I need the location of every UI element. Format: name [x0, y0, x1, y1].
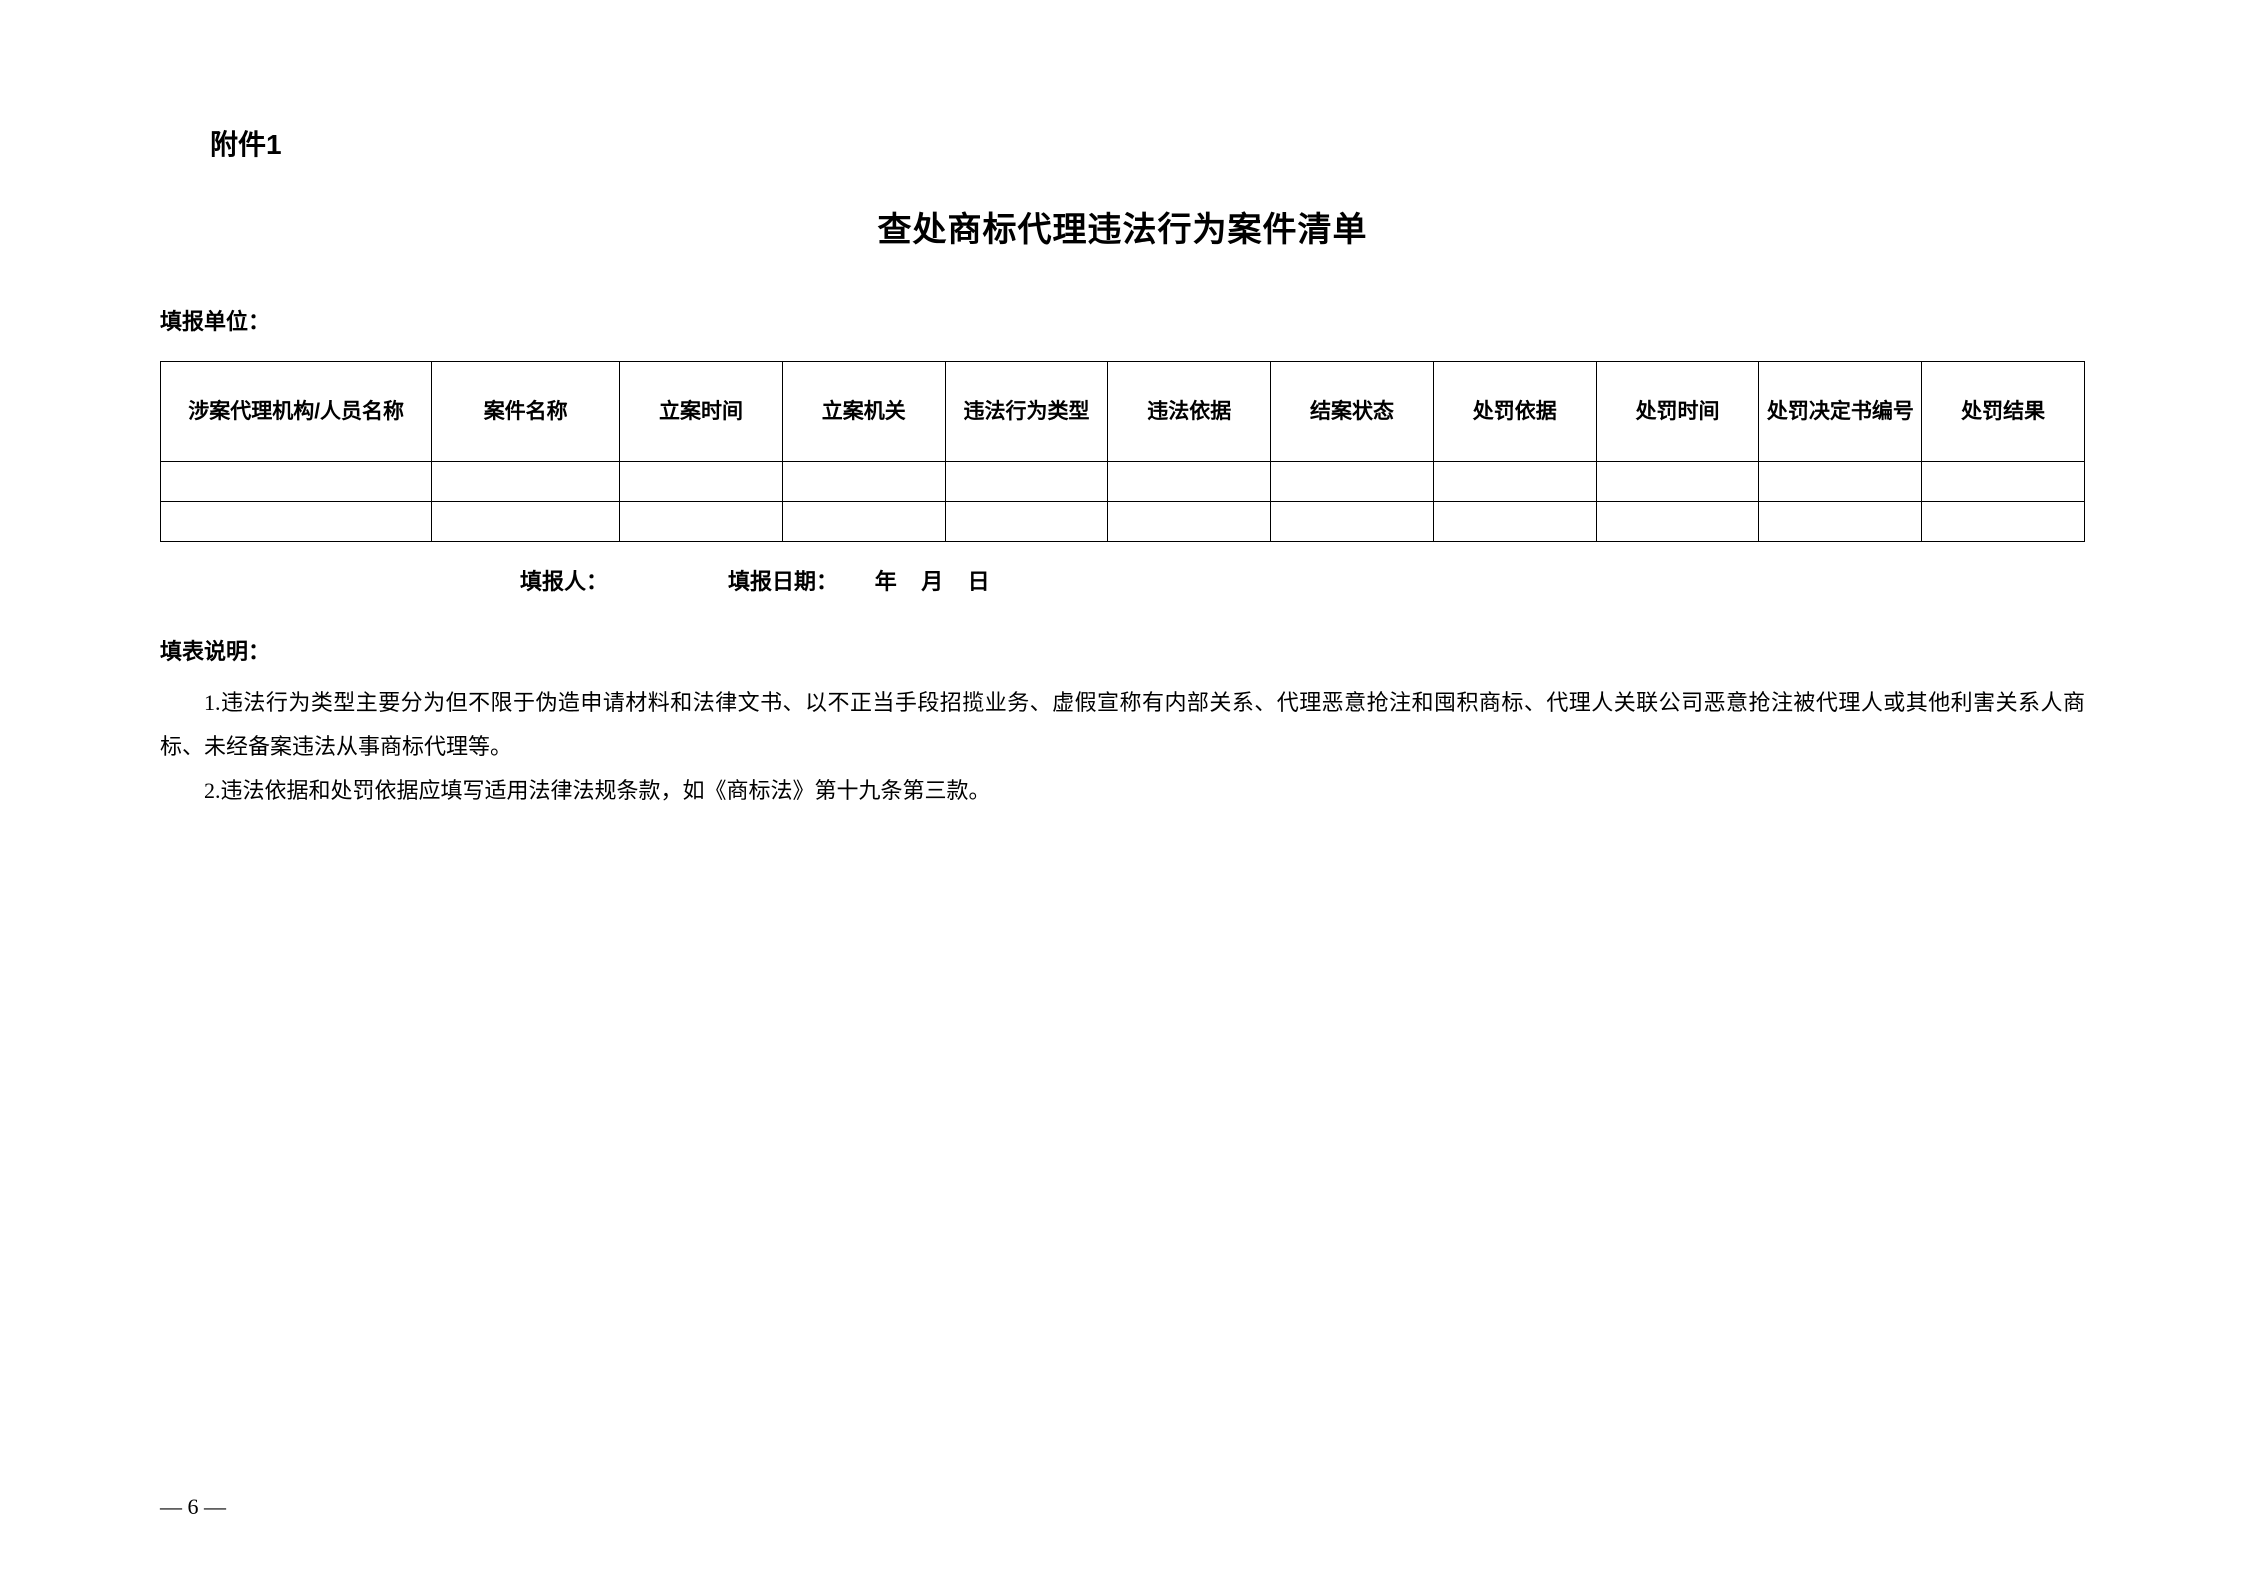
instruction-item-1: 1.违法行为类型主要分为但不限于伪造申请材料和法律文书、以不正当手段招揽业务、虚… [160, 681, 2085, 769]
cell [945, 462, 1108, 502]
num-2: 2. [204, 778, 221, 803]
th-closure-status: 结案状态 [1271, 362, 1434, 462]
reporter-label: 填报人： [520, 562, 608, 602]
cell [945, 502, 1108, 542]
month-label: 月 [921, 569, 943, 594]
table-row [161, 502, 2085, 542]
attachment-label: 附件1 [210, 120, 2085, 170]
case-list-table: 涉案代理机构/人员名称 案件名称 立案时间 立案机关 违法行为类型 违法依据 结… [160, 361, 2085, 542]
page-title: 查处商标代理违法行为案件清单 [160, 200, 2085, 261]
cell [161, 502, 432, 542]
th-penalty-time: 处罚时间 [1596, 362, 1759, 462]
th-penalty-result: 处罚结果 [1922, 362, 2085, 462]
cell [620, 462, 783, 502]
page-number: — 6 — [160, 1487, 226, 1527]
cell [1922, 462, 2085, 502]
th-violation-type: 违法行为类型 [945, 362, 1108, 462]
th-decision-number: 处罚决定书编号 [1759, 362, 1922, 462]
cell [161, 462, 432, 502]
th-penalty-basis: 处罚依据 [1433, 362, 1596, 462]
th-case-name: 案件名称 [432, 362, 620, 462]
table-header-row: 涉案代理机构/人员名称 案件名称 立案时间 立案机关 违法行为类型 违法依据 结… [161, 362, 2085, 462]
cell [1108, 462, 1271, 502]
cell [1759, 502, 1922, 542]
cell [1108, 502, 1271, 542]
cell [782, 502, 945, 542]
th-violation-basis: 违法依据 [1108, 362, 1271, 462]
report-date: 填报日期： 年 月 日 [728, 562, 990, 602]
footer-row: 填报人： 填报日期： 年 月 日 [160, 562, 2085, 602]
th-agency-name: 涉案代理机构/人员名称 [161, 362, 432, 462]
date-label: 填报日期： [728, 569, 838, 594]
cell [1759, 462, 1922, 502]
instruction-text-1: 违法行为类型主要分为但不限于伪造申请材料和法律文书、以不正当手段招揽业务、虚假宣… [160, 690, 2085, 759]
cell [1596, 462, 1759, 502]
cell [1271, 462, 1434, 502]
th-filing-authority: 立案机关 [782, 362, 945, 462]
instruction-item-2: 2.违法依据和处罚依据应填写适用法律法规条款，如《商标法》第十九条第三款。 [160, 769, 2085, 813]
cell [1433, 462, 1596, 502]
cell [620, 502, 783, 542]
th-filing-time: 立案时间 [620, 362, 783, 462]
instructions-title: 填表说明： [160, 632, 2085, 672]
cell [1596, 502, 1759, 542]
cell [782, 462, 945, 502]
instructions-body: 1.违法行为类型主要分为但不限于伪造申请材料和法律文书、以不正当手段招揽业务、虚… [160, 681, 2085, 813]
num-1: 1. [204, 690, 221, 715]
cell [432, 502, 620, 542]
cell [432, 462, 620, 502]
day-label: 日 [968, 569, 990, 594]
cell [1922, 502, 2085, 542]
instruction-text-2: 违法依据和处罚依据应填写适用法律法规条款，如《商标法》第十九条第三款。 [221, 778, 991, 803]
year-label: 年 [875, 569, 897, 594]
cell [1271, 502, 1434, 542]
table-row [161, 462, 2085, 502]
reporting-unit-label: 填报单位： [160, 302, 2085, 342]
cell [1433, 502, 1596, 542]
